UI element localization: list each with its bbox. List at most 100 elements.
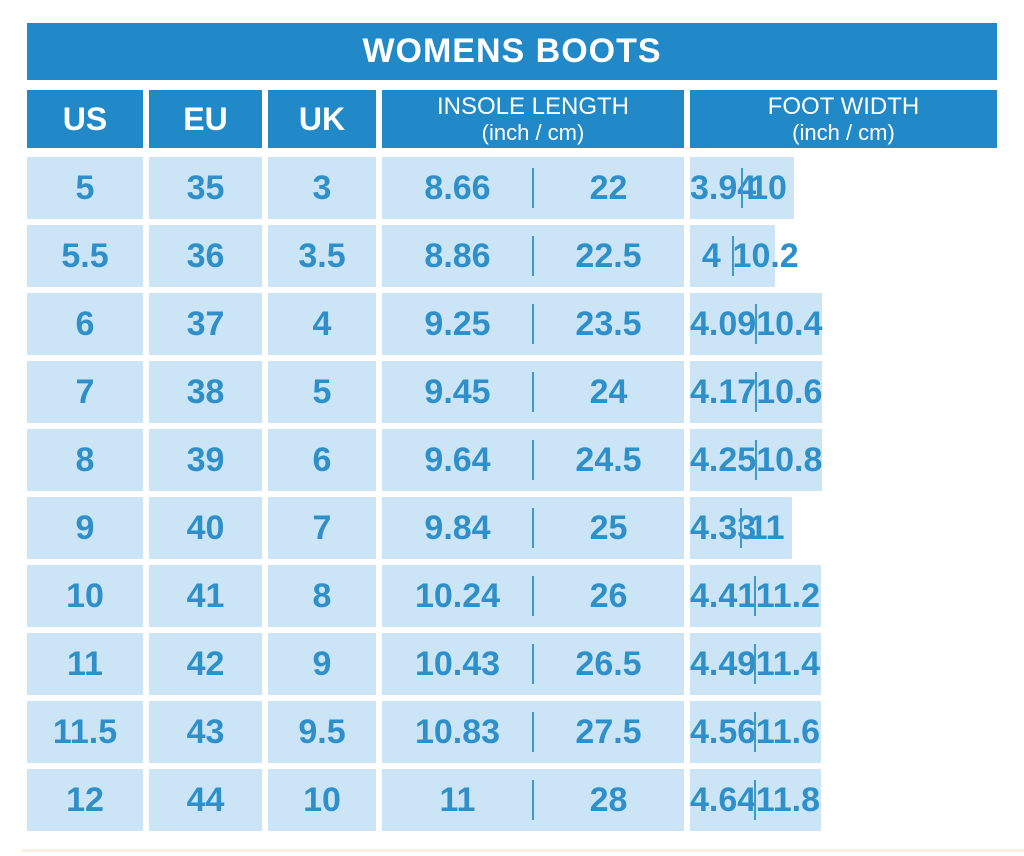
uk-size-value: 6 <box>312 440 332 479</box>
insole-inch-value: 10.83 <box>414 712 501 751</box>
eu-size-value: 42 <box>186 644 225 683</box>
inch-cm-divider <box>754 644 757 684</box>
us-size-value: 11 <box>67 644 103 683</box>
cell-us-size: 12 <box>27 769 143 831</box>
foot-inch-value: 4.56 <box>690 712 757 751</box>
cell-eu-size: 41 <box>149 565 262 627</box>
inch-cm-divider <box>754 712 757 752</box>
insole-cm-value: 26.5 <box>575 644 642 683</box>
cell-us-size: 8 <box>27 429 143 491</box>
uk-size-value: 9 <box>312 644 332 683</box>
eu-size-value: 38 <box>186 372 225 411</box>
cell-foot-width: 4.25 10.8 <box>690 429 823 491</box>
table-row: 8 39 6 9.64 24.5 4.25 10.8 <box>27 429 997 491</box>
foot-inch-value: 4.49 <box>690 644 757 683</box>
uk-size-value: 3.5 <box>298 236 346 275</box>
cell-uk-size: 6 <box>268 429 376 491</box>
cell-eu-size: 42 <box>149 633 262 695</box>
eu-size-value: 41 <box>186 576 225 615</box>
table-row: 5.5 36 3.5 8.86 22.5 4 10.2 <box>27 225 997 287</box>
foot-cm-value: 11.8 <box>755 780 821 819</box>
insole-cm-value: 28 <box>589 780 628 819</box>
cell-eu-size: 40 <box>149 497 262 559</box>
cell-insole-length: 9.84 25 <box>382 497 684 559</box>
foot-cm-value: 11 <box>748 508 785 547</box>
cell-us-size: 7 <box>27 361 143 423</box>
cell-foot-width: 4 10.2 <box>690 225 799 287</box>
inch-cm-divider <box>532 508 534 548</box>
inch-cm-divider <box>532 236 534 276</box>
insole-inch-value: 9.64 <box>424 440 491 479</box>
chart-title: WOMENS BOOTS <box>362 32 662 70</box>
cell-foot-width: 4.09 10.4 <box>690 293 823 355</box>
cell-foot-width: 4.56 11.6 <box>690 701 821 763</box>
foot-cm-value: 11.4 <box>755 644 821 683</box>
us-size-value: 7 <box>75 372 95 411</box>
foot-inch-value: 4.64 <box>690 780 757 819</box>
column-header-label: UK <box>298 100 346 137</box>
cell-eu-size: 38 <box>149 361 262 423</box>
cell-foot-width: 4.64 11.8 <box>690 769 821 831</box>
cell-insole-length: 9.64 24.5 <box>382 429 684 491</box>
eu-size-value: 35 <box>186 168 225 207</box>
table-row: 11.5 43 9.5 10.83 27.5 4.56 11.6 <box>27 701 997 763</box>
foot-cm-value: 10.6 <box>756 372 823 411</box>
cell-insole-length: 9.25 23.5 <box>382 293 684 355</box>
cell-eu-size: 44 <box>149 769 262 831</box>
cell-eu-size: 43 <box>149 701 262 763</box>
cell-foot-width: 4.49 11.4 <box>690 633 821 695</box>
uk-size-value: 5 <box>312 372 332 411</box>
uk-size-value: 4 <box>312 304 332 343</box>
cell-uk-size: 4 <box>268 293 376 355</box>
foot-cm-value: 10.4 <box>756 304 823 343</box>
foot-cm-value: 11.2 <box>755 576 821 615</box>
cell-us-size: 5.5 <box>27 225 143 287</box>
cell-insole-length: 11 28 <box>382 769 684 831</box>
insole-inch-value: 10.43 <box>414 644 501 683</box>
us-size-value: 8 <box>75 440 95 479</box>
foot-inch-value: 4.25 <box>690 440 757 479</box>
cell-foot-width: 4.33 11 <box>690 497 793 559</box>
table-row: 5 35 3 8.66 22 3.94 10 <box>27 157 997 219</box>
cell-insole-length: 8.66 22 <box>382 157 684 219</box>
column-header-label: EU <box>183 100 228 137</box>
inch-cm-divider <box>532 440 534 480</box>
uk-size-value: 8 <box>312 576 332 615</box>
inch-cm-divider <box>740 508 743 548</box>
cell-uk-size: 10 <box>268 769 376 831</box>
inch-cm-divider <box>755 372 758 412</box>
us-size-value: 9 <box>75 508 95 547</box>
table-row: 12 44 10 11 28 4.64 11.8 <box>27 769 997 831</box>
inch-cm-divider <box>532 576 534 616</box>
foot-cm-value: 10.8 <box>756 440 823 479</box>
inch-cm-divider <box>532 168 534 208</box>
cell-uk-size: 5 <box>268 361 376 423</box>
insole-cm-value: 26 <box>589 576 628 615</box>
column-header-foot-width: FOOT WIDTH (inch / cm) <box>690 90 997 148</box>
cell-foot-width: 3.94 10 <box>690 157 795 219</box>
insole-cm-value: 23.5 <box>575 304 642 343</box>
cell-insole-length: 9.45 24 <box>382 361 684 423</box>
column-header-insole-length: INSOLE LENGTH (inch / cm) <box>382 90 684 148</box>
cell-insole-length: 10.83 27.5 <box>382 701 684 763</box>
cell-uk-size: 3.5 <box>268 225 376 287</box>
eu-size-value: 36 <box>186 236 225 275</box>
column-header-uk: UK <box>268 90 376 148</box>
table-row: 11 42 9 10.43 26.5 4.49 11.4 <box>27 633 997 695</box>
cell-uk-size: 3 <box>268 157 376 219</box>
cell-insole-length: 8.86 22.5 <box>382 225 684 287</box>
insole-cm-value: 24.5 <box>575 440 642 479</box>
cell-uk-size: 9 <box>268 633 376 695</box>
column-header-sublabel: (inch / cm) <box>481 120 585 146</box>
inch-cm-divider <box>532 372 534 412</box>
inch-cm-divider <box>532 644 534 684</box>
cell-eu-size: 35 <box>149 157 262 219</box>
insole-cm-value: 22 <box>589 168 628 207</box>
us-size-value: 11.5 <box>52 712 118 751</box>
us-size-value: 10 <box>66 576 104 615</box>
cell-uk-size: 8 <box>268 565 376 627</box>
column-header-label: FOOT WIDTH <box>767 92 920 120</box>
inch-cm-divider <box>532 712 534 752</box>
cell-foot-width: 4.17 10.6 <box>690 361 823 423</box>
